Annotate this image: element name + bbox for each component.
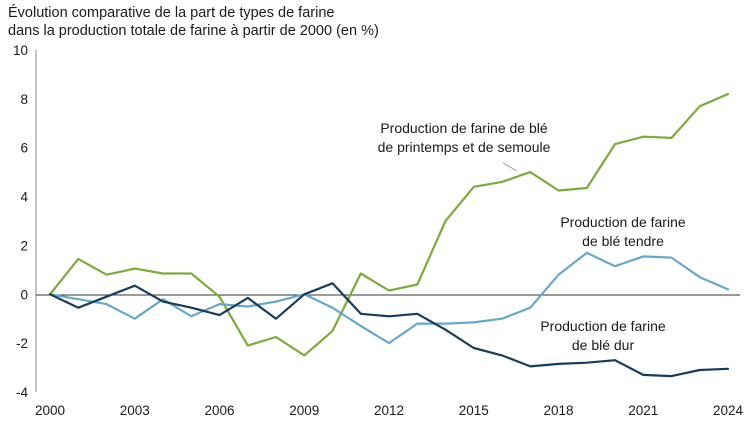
y-tick-label: 8 [20,92,28,107]
y-tick-label: 2 [20,238,28,253]
y-tick-label: 4 [20,190,28,205]
x-axis-ticks: 2000 2003 2006 2009 2012 2015 2018 2021 2024 [35,403,744,418]
y-axis-ticks: 10 8 6 4 2 0 -2 -4 [13,43,29,400]
series-line-ble-dur [48,282,730,378]
y-tick-label: 10 [13,43,28,58]
y-tick-label: -2 [16,336,28,351]
chart-title: Évolution comparative de la part de type… [8,5,335,21]
x-tick-label: 2009 [289,403,319,418]
series-annotations: Production de farine de blé de printemps … [378,120,686,353]
x-tick-label: 2015 [459,403,489,418]
annotation-ble-dur-line: Production de farine [540,318,666,334]
series-lines [48,92,730,378]
x-tick-label: 2024 [713,403,744,418]
annotation-printemps-semoule-line: de printemps et de semoule [378,139,551,155]
x-tick-label: 2000 [35,403,65,418]
y-tick-label: 0 [20,287,28,302]
x-tick-label: 2012 [374,403,404,418]
chart-subtitle: dans la production totale de farine à pa… [8,23,379,39]
annotation-ble-tendre-line: de blé tendre [582,233,664,249]
x-tick-label: 2021 [628,403,658,418]
series-line-ble-tendre [48,251,730,345]
y-tick-label: -4 [16,385,28,400]
annotation-leader-line [502,162,518,172]
y-tick-label: 6 [20,141,28,156]
series-line-printemps-semoule [48,92,730,357]
x-tick-label: 2018 [543,403,573,418]
x-tick-label: 2006 [204,403,234,418]
chart-title-block: Évolution comparative de la part de type… [8,4,379,40]
annotation-ble-tendre-line: Production de farine [560,214,686,230]
annotation-printemps-semoule-line: Production de farine de blé [380,120,548,136]
annotation-ble-dur-line: de blé dur [572,337,635,353]
x-tick-label: 2003 [120,403,150,418]
